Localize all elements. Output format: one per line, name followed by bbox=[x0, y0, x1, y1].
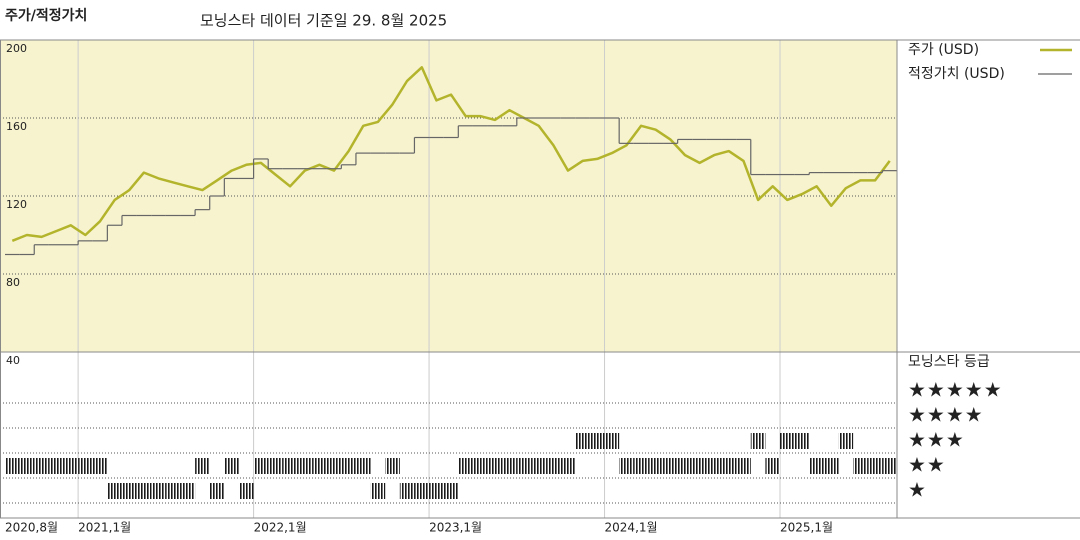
y-tick-label: 40 bbox=[6, 354, 20, 367]
rating-bar bbox=[121, 483, 137, 499]
rating-bar bbox=[414, 483, 430, 499]
rating-bar bbox=[692, 458, 707, 474]
rating-bar bbox=[619, 458, 634, 474]
rating-bar bbox=[209, 483, 225, 499]
rating-bar bbox=[312, 458, 327, 474]
rating-bar bbox=[472, 458, 488, 474]
rating-bar bbox=[706, 458, 722, 474]
rating-bar bbox=[648, 458, 664, 474]
rating-level-label: ★★ bbox=[908, 453, 946, 477]
rating-legend-title: 모닝스타 등급 bbox=[908, 354, 990, 370]
rating-bar bbox=[399, 483, 415, 499]
chart-title: 주가/적정가치 bbox=[5, 7, 87, 24]
rating-bar bbox=[224, 458, 239, 474]
rating-bar bbox=[268, 458, 283, 474]
rating-level-label: ★★★ bbox=[908, 428, 965, 452]
rating-bar bbox=[282, 458, 298, 474]
rating-bar bbox=[780, 433, 795, 449]
rating-bar bbox=[136, 483, 152, 499]
legend-label: 적정가치 (USD) bbox=[908, 66, 1005, 82]
rating-bar bbox=[575, 433, 590, 449]
rating-bar bbox=[823, 458, 839, 474]
rating-bar bbox=[633, 458, 649, 474]
rating-bar bbox=[78, 458, 93, 474]
x-tick-label: 2021,1월 bbox=[78, 521, 131, 535]
y-tick-label: 200 bbox=[6, 42, 27, 55]
rating-bar bbox=[502, 458, 517, 474]
rating-bar bbox=[92, 458, 108, 474]
rating-bar bbox=[531, 458, 547, 474]
rating-bar bbox=[589, 433, 605, 449]
y-tick-label: 80 bbox=[6, 276, 20, 289]
rating-level-label: ★ bbox=[908, 478, 927, 502]
rating-bar bbox=[370, 483, 386, 499]
rating-bar bbox=[750, 433, 766, 449]
rating-bar bbox=[34, 458, 49, 474]
rating-bar bbox=[165, 483, 181, 499]
rating-bar bbox=[736, 458, 751, 474]
rating-bar bbox=[297, 458, 313, 474]
rating-bar bbox=[107, 483, 122, 499]
rating-bar bbox=[355, 458, 371, 474]
plot bbox=[5, 66, 897, 499]
rating-bar bbox=[180, 483, 196, 499]
x-tick-label: 2025,1월 bbox=[780, 521, 833, 535]
rating-bar bbox=[341, 458, 356, 474]
rating-bar bbox=[867, 458, 883, 474]
rating-bar bbox=[560, 458, 576, 474]
rating-bar bbox=[151, 483, 166, 499]
rating-bar bbox=[443, 483, 459, 499]
rating-bar bbox=[604, 433, 620, 449]
y-tick-label: 160 bbox=[6, 120, 27, 133]
rating-bar bbox=[677, 458, 693, 474]
rating-bar bbox=[458, 458, 473, 474]
rating-bar bbox=[429, 483, 444, 499]
rating-bar bbox=[195, 458, 210, 474]
price-line bbox=[11, 66, 891, 242]
rating-bar bbox=[63, 458, 79, 474]
rating-bar bbox=[516, 458, 532, 474]
rating-bar bbox=[721, 458, 737, 474]
y-tick-label: 120 bbox=[6, 198, 27, 211]
rating-bar bbox=[487, 458, 503, 474]
rating-level-label: ★★★★★ bbox=[908, 378, 1003, 402]
rating-bar bbox=[765, 458, 781, 474]
rating-bar bbox=[19, 458, 35, 474]
legend: 주가 (USD)적정가치 (USD)모닝스타 등급★★★★★★★★★★★★★★★ bbox=[908, 42, 1072, 502]
rating-bar bbox=[663, 458, 678, 474]
rating-bar bbox=[238, 483, 254, 499]
rating-bar bbox=[853, 458, 868, 474]
rating-bar bbox=[385, 458, 400, 474]
rating-bar bbox=[326, 458, 342, 474]
x-tick-label: 2024,1월 bbox=[605, 521, 658, 535]
chart-subtitle: 모닝스타 데이터 기준일 29. 8월 2025 bbox=[200, 12, 447, 30]
x-tick-label: 2022,1월 bbox=[254, 521, 307, 535]
rating-bar bbox=[794, 433, 810, 449]
legend-label: 주가 (USD) bbox=[908, 42, 979, 58]
rating-level-label: ★★★★ bbox=[908, 403, 984, 427]
rating-bar bbox=[546, 458, 561, 474]
rating-bar bbox=[882, 458, 897, 474]
rating-bar bbox=[253, 458, 269, 474]
x-tick-label: 2020,8월 bbox=[5, 521, 58, 535]
x-tick-label: 2023,1월 bbox=[429, 521, 482, 535]
rating-bar bbox=[809, 458, 824, 474]
rating-bar bbox=[48, 458, 64, 474]
rating-bar bbox=[838, 433, 854, 449]
rating-bar bbox=[5, 458, 20, 474]
